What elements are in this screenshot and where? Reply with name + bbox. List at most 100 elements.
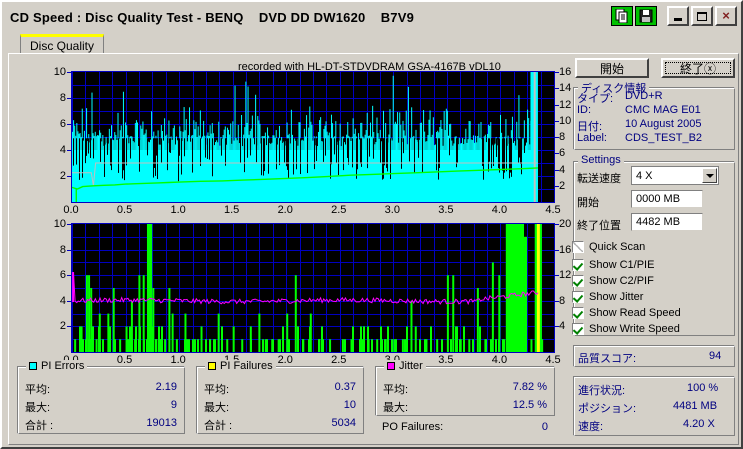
x-tick: 4.0 xyxy=(491,354,508,366)
tick-mark xyxy=(67,72,71,73)
transfer-speed-select[interactable]: 4 X xyxy=(631,166,719,185)
start-button[interactable]: 開始 xyxy=(575,58,649,78)
checkbox-label: Show Write Speed xyxy=(589,323,680,335)
minimize-icon xyxy=(674,17,682,21)
exit-button-label: 終了ⓧ xyxy=(679,61,716,76)
speed-y2-tick: 12 xyxy=(559,98,572,111)
tick-mark xyxy=(555,137,559,138)
pi-failures-avg-value: 0.37 xyxy=(334,381,356,393)
save-icon[interactable] xyxy=(635,6,657,26)
end-position-value: 4482 MB xyxy=(636,216,681,228)
x-tick: 0.5 xyxy=(116,204,133,216)
pi-failures-max-label: 最大: xyxy=(204,402,230,414)
po-failures-value: 0 xyxy=(541,421,548,433)
tick-mark xyxy=(67,300,71,302)
speed-y2-tick: 8 xyxy=(559,131,566,143)
pi-failures-y-tick: 6 xyxy=(59,269,66,282)
tick-mark xyxy=(555,169,559,171)
pi-errors-max-value: 9 xyxy=(170,399,177,411)
pi-failures-max-value: 10 xyxy=(343,399,356,411)
x-tick: 4.5 xyxy=(545,354,561,366)
jitter-legend-title: Jitter xyxy=(384,360,426,372)
start-position-input[interactable]: 0000 MB xyxy=(631,190,703,208)
title-bar: CD Speed : Disc Quality Test - BENQ DVD … xyxy=(4,4,739,30)
jitter-y2-tick: 16 xyxy=(559,243,572,256)
pi-errors-chart[interactable] xyxy=(71,71,555,203)
copy-icon[interactable] xyxy=(611,6,633,26)
close-button[interactable]: × xyxy=(715,6,737,26)
tick-mark xyxy=(67,124,71,125)
disc-type-label: タイプ: xyxy=(577,93,614,105)
quality-score-label: 品質スコア: xyxy=(578,353,637,365)
checkbox-show-c1-pie[interactable]: Show C1/PIE xyxy=(572,259,654,271)
start-position-value: 0000 MB xyxy=(636,193,681,205)
start-position-label: 開始 xyxy=(577,197,599,209)
jitter-color-swatch xyxy=(387,362,395,370)
x-tick: 2.5 xyxy=(331,204,347,216)
checkbox-show-read-speed[interactable]: Show Read Speed xyxy=(572,307,681,319)
exit-button[interactable]: 終了ⓧ xyxy=(661,58,735,78)
jitter-max-label: 最大: xyxy=(383,402,409,414)
maximize-icon xyxy=(697,11,707,21)
checkbox-show-jitter[interactable]: Show Jitter xyxy=(572,291,643,303)
pi-errors-y-tick: 4 xyxy=(59,144,66,156)
status-group xyxy=(573,376,735,436)
pi-failures-y-tick: 4 xyxy=(59,294,66,307)
progress-value: 100 % xyxy=(687,382,719,394)
tick-mark xyxy=(67,275,71,277)
tick-mark xyxy=(67,326,71,328)
checkbox-label: Show C1/PIE xyxy=(589,259,655,271)
tick-mark xyxy=(555,104,559,106)
x-tick: 4.0 xyxy=(491,204,508,216)
pi-failures-y-tick: 2 xyxy=(59,320,66,333)
speed-y2-tick: 6 xyxy=(559,147,566,160)
jitter-avg-row: 平均: 7.82 % xyxy=(383,381,547,397)
tick-mark xyxy=(555,275,559,277)
jitter-avg-value: 7.82 % xyxy=(512,381,547,393)
checkbox-quick-scan[interactable]: Quick Scan xyxy=(572,241,645,253)
x-tick: 2.0 xyxy=(277,354,293,366)
pi-errors-total-label: 合計 : xyxy=(25,420,54,432)
jitter-y2-tick: 20 xyxy=(559,218,572,230)
pi-errors-y-tick: 10 xyxy=(53,66,66,78)
x-tick: 2.5 xyxy=(331,354,347,366)
x-tick: 1.0 xyxy=(170,204,186,216)
end-position-label: 終了位置 xyxy=(577,220,621,232)
speed-y2-tick: 2 xyxy=(559,179,566,192)
transfer-speed-value: 4 X xyxy=(636,169,653,182)
x-tick: 3.5 xyxy=(438,204,454,216)
tick-mark xyxy=(555,153,559,155)
speed-label: 速度: xyxy=(578,421,604,433)
maximize-button[interactable] xyxy=(691,6,713,26)
disc-label-label: Label: xyxy=(577,132,607,144)
x-tick: 3.0 xyxy=(384,204,400,216)
jitter-y2-tick: 4 xyxy=(559,320,566,333)
pi-failures-total-label: 合計 : xyxy=(204,420,233,432)
jitter-title-text: Jitter xyxy=(399,360,423,372)
checkbox-label: Show Jitter xyxy=(589,291,644,303)
end-position-input[interactable]: 4482 MB xyxy=(631,213,703,231)
checkbox-icon xyxy=(572,307,584,319)
checkbox-icon xyxy=(572,323,584,335)
po-failures-label: PO Failures: xyxy=(382,421,444,433)
pi-errors-avg-label: 平均: xyxy=(25,384,51,396)
tick-mark xyxy=(67,176,71,177)
pi-errors-y-tick: 2 xyxy=(59,170,66,182)
speed-y2-tick: 14 xyxy=(559,82,572,95)
pi-failures-chart[interactable] xyxy=(71,223,555,353)
x-tick: 1.0 xyxy=(170,354,186,366)
pi-failures-title-text: PI Failures xyxy=(220,360,273,372)
chevron-down-icon[interactable] xyxy=(702,168,717,183)
pi-failures-y-tick: 10 xyxy=(53,218,66,230)
checkbox-show-c2-pif[interactable]: Show C2/PIF xyxy=(572,275,654,287)
tab-disc-quality[interactable]: Disc Quality xyxy=(20,34,105,54)
quality-score-group xyxy=(573,345,735,367)
pi-failures-color-swatch xyxy=(208,362,216,370)
tick-mark xyxy=(555,249,559,251)
pi-failures-total-row: 合計 : 5034 xyxy=(204,417,356,433)
recorded-with-label: recorded with HL-DT-STDVDRAM GSA-4167B v… xyxy=(238,61,501,73)
checkbox-show-write-speed[interactable]: Show Write Speed xyxy=(572,323,680,335)
pi-errors-y-tick: 8 xyxy=(59,92,66,104)
minimize-button[interactable] xyxy=(667,6,689,26)
